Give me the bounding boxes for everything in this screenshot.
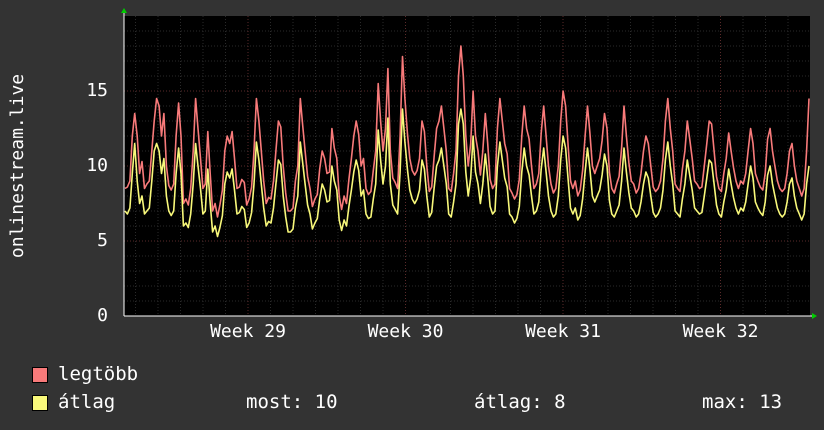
stat-average-value: 8 bbox=[554, 391, 566, 413]
x-tick-label-0: Week 29 bbox=[210, 321, 286, 342]
stat-max-label: max: bbox=[702, 391, 748, 413]
series-lines bbox=[124, 45, 810, 238]
stat-average: átlag: 8 bbox=[474, 391, 566, 413]
y-tick-label-0: 0 bbox=[97, 305, 108, 326]
x-tick-label-3: Week 32 bbox=[683, 321, 759, 342]
x-tick-label-1: Week 30 bbox=[368, 321, 444, 342]
legend-label-legtobb: legtöbb bbox=[58, 363, 139, 385]
y-tick-label-10: 10 bbox=[86, 155, 108, 176]
legend-label-atlag: átlag bbox=[58, 391, 116, 413]
stat-most-value: 10 bbox=[314, 391, 338, 413]
y-axis-arrow bbox=[121, 8, 127, 13]
stat-average-label: átlag: bbox=[474, 391, 543, 413]
legend-swatch-atlag bbox=[32, 395, 48, 411]
y-tick-label-15: 15 bbox=[86, 80, 108, 101]
stat-max: max: 13 bbox=[702, 391, 782, 413]
series-line-0 bbox=[124, 45, 810, 218]
stat-most: most: 10 bbox=[246, 391, 338, 413]
legend-item-atlag: átlag most: 10 átlag: 8 max: 13 bbox=[32, 391, 812, 413]
tick-labels: 0 5 10 15 Week 29 Week 30 Week 31 Week 32 bbox=[86, 80, 758, 342]
y-axis-label: onlinestream.live bbox=[7, 74, 28, 258]
stat-max-value: 13 bbox=[759, 391, 783, 413]
stat-most-label: most: bbox=[246, 391, 304, 413]
x-tick-label-2: Week 31 bbox=[525, 321, 601, 342]
x-axis-arrow bbox=[812, 313, 817, 319]
axes bbox=[121, 8, 817, 319]
series-line-1 bbox=[124, 108, 810, 238]
y-tick-label-5: 5 bbox=[97, 230, 108, 251]
legend-swatch-legtobb bbox=[32, 367, 48, 383]
